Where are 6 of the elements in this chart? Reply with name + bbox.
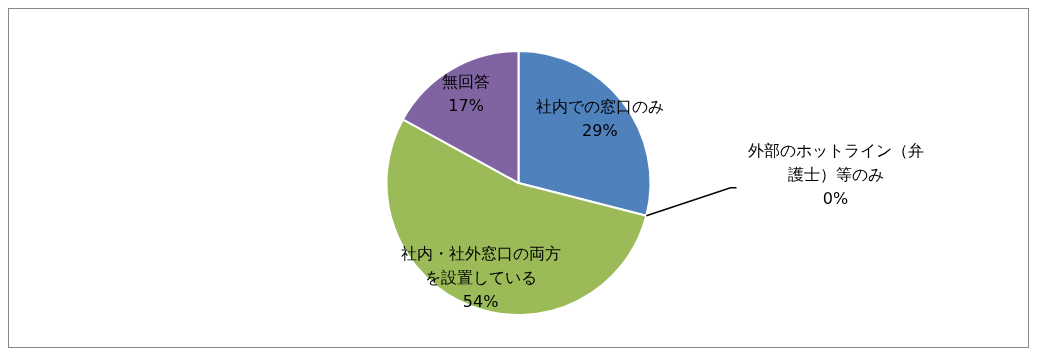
slice-label: 無回答: [442, 71, 491, 91]
data-label: 54%: [462, 291, 499, 311]
text: 0%: [822, 188, 849, 208]
data-label: 29%: [582, 121, 618, 141]
category-label: 外部のホットライン（弁護士）等のみ: [747, 140, 924, 184]
data-label: 17%: [448, 95, 484, 115]
